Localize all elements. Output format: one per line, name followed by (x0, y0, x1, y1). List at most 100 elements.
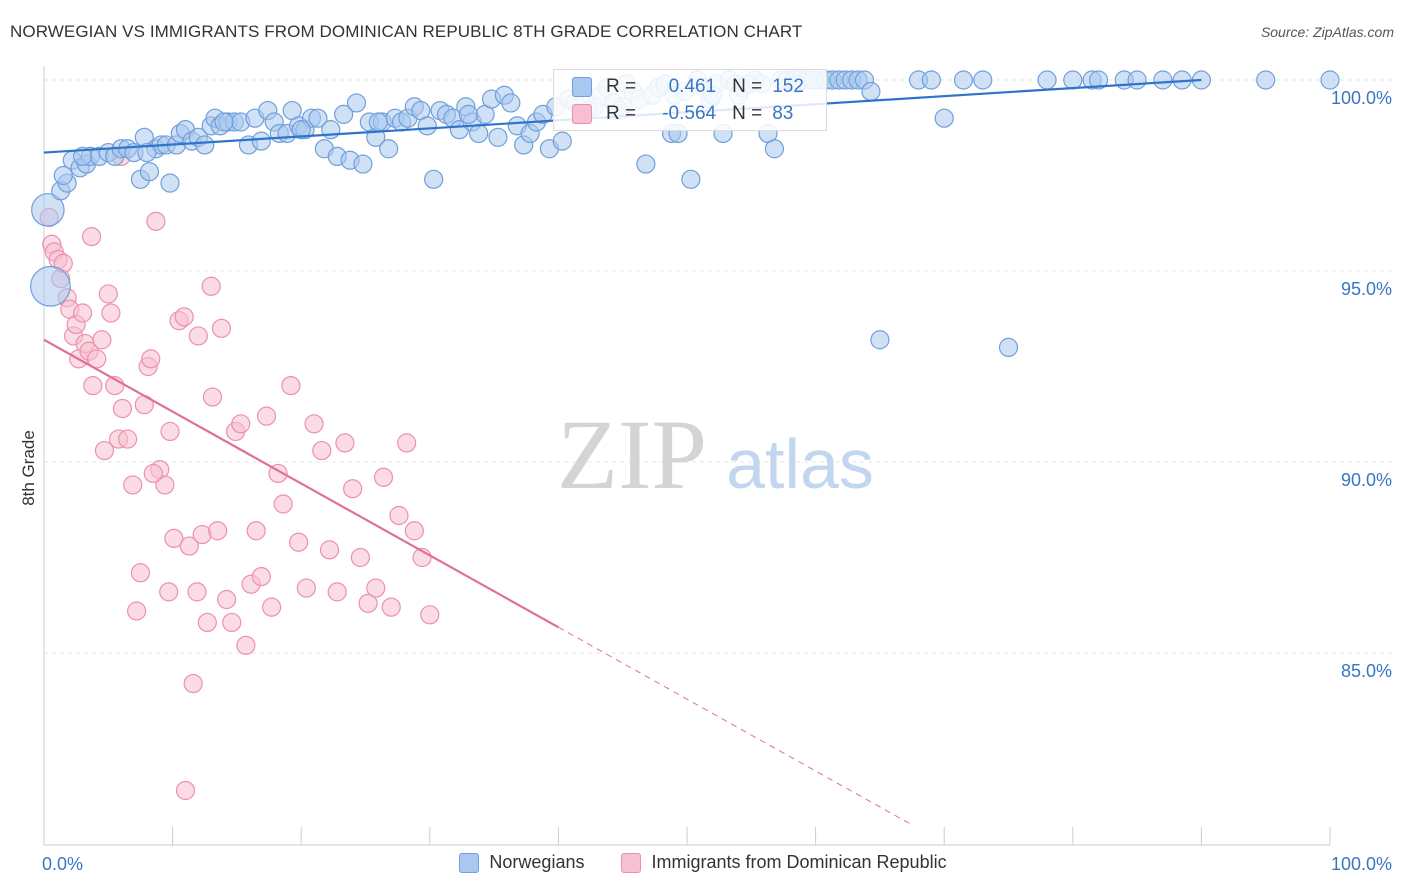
dominican-point (350, 547, 370, 568)
dominican-point (123, 475, 143, 495)
legend-item-norwegians[interactable]: Norwegians (459, 852, 584, 873)
dominican-point (112, 398, 133, 419)
watermark-zip: ZIP (557, 399, 707, 510)
grid-lines (44, 79, 1392, 654)
dominican-point (179, 536, 199, 556)
norwegians-point (1320, 70, 1340, 90)
norwegians-point (368, 112, 388, 132)
dominican-point (358, 593, 378, 613)
norwegians-point (552, 131, 572, 151)
norwegians-point (469, 123, 489, 144)
norwegians-point (1063, 70, 1083, 90)
y-tick-label: 90.0% (1341, 470, 1392, 490)
dominican-point (187, 582, 207, 602)
stats-box: R = 0.461 N = 152 R = -0.564 N = 83 (553, 69, 827, 131)
dominican-point (222, 612, 242, 633)
dominican-point (159, 582, 179, 602)
norwegians-point (334, 104, 354, 124)
dominican-point (72, 303, 93, 323)
stats-swatch-pink (572, 104, 592, 124)
legend-swatch-pink (621, 852, 642, 873)
watermark-atlas: atlas (726, 425, 874, 503)
stats-n-label: N = (732, 76, 763, 97)
norwegians-point (160, 173, 180, 193)
norwegians-point (681, 169, 701, 189)
y-axis-label: 8th Grade (19, 430, 38, 506)
dominican-point (246, 521, 266, 541)
y-tick-label: 100.0% (1331, 88, 1392, 108)
dominican-point (98, 284, 118, 304)
dominican-point (273, 494, 293, 514)
norwegians-point (137, 142, 157, 163)
norwegians-point (346, 93, 367, 113)
dominican-point (202, 387, 223, 407)
norwegians-point (308, 108, 328, 128)
dominican-point (126, 601, 147, 621)
dominican-point (335, 433, 355, 453)
norwegians-point (488, 127, 508, 147)
dominican-point (175, 780, 196, 801)
dominican-point (389, 505, 409, 526)
norwegians-point (251, 131, 271, 151)
dominican-point (397, 433, 417, 453)
dominican-point (381, 597, 401, 617)
dominican-point (83, 376, 103, 396)
norwegians-point (31, 193, 65, 227)
norwegians-point (636, 154, 656, 174)
stats-r-value: -0.564 (662, 103, 717, 124)
norwegians-point (953, 70, 974, 90)
norwegians-point (1153, 70, 1173, 90)
legend-item-dominican[interactable]: Immigrants from Dominican Republic (621, 852, 947, 873)
dominican-point (143, 463, 163, 484)
chart-title: NORWEGIAN VS IMMIGRANTS FROM DOMINICAN R… (10, 22, 803, 41)
stats-row-norwegians: R = 0.461 N = 152 (572, 74, 814, 100)
norwegians-point (458, 104, 478, 124)
norwegians-point (973, 70, 993, 90)
dominican-point (94, 440, 115, 461)
norwegians-point (291, 120, 311, 140)
y-tick-label: 85.0% (1341, 661, 1392, 681)
dominican-point (281, 376, 301, 396)
norwegians-point (1127, 70, 1147, 90)
norwegians-point (1088, 70, 1109, 90)
dominican-point (296, 578, 316, 598)
dominican-point (373, 467, 394, 487)
dominican-point (420, 605, 440, 625)
stats-n-value: 83 (772, 103, 794, 124)
dominican-point (92, 330, 112, 350)
dominican-point (343, 479, 363, 499)
y-tick-label: 95.0% (1341, 279, 1392, 299)
dominican-point (327, 582, 347, 602)
dominican-point (319, 540, 340, 560)
norwegians-point (30, 265, 71, 307)
dominican-point (130, 563, 151, 583)
norwegians-point (501, 93, 521, 113)
dominican-point (183, 673, 203, 694)
stats-r-label: R = (606, 103, 637, 124)
dominican-point (304, 414, 324, 434)
dominican-point (208, 521, 228, 541)
norwegians-point (417, 116, 437, 136)
dominican-point (262, 597, 282, 617)
chart-source: Source: ZipAtlas.com (1260, 24, 1394, 40)
dominican-point (197, 612, 217, 633)
dominican-point (174, 307, 194, 327)
norwegians-point (1256, 70, 1276, 90)
norwegians-point (934, 108, 954, 128)
x-tick-label: 0.0% (42, 854, 83, 874)
legend-label: Norwegians (489, 852, 585, 872)
watermark: ZIP atlas (557, 399, 874, 510)
dominican-point (87, 349, 107, 369)
norwegians-point (921, 70, 941, 90)
legend-swatch-blue (459, 852, 480, 873)
dominican-point (211, 318, 232, 338)
series-dominican-points (39, 146, 440, 801)
dominican-point (188, 326, 208, 346)
norwegians-point (72, 146, 93, 166)
norwegians-point (861, 81, 881, 102)
stats-swatch-blue (572, 77, 592, 97)
dominican-point (236, 635, 256, 655)
norwegians-point (870, 330, 890, 350)
norwegians-point (424, 169, 444, 189)
